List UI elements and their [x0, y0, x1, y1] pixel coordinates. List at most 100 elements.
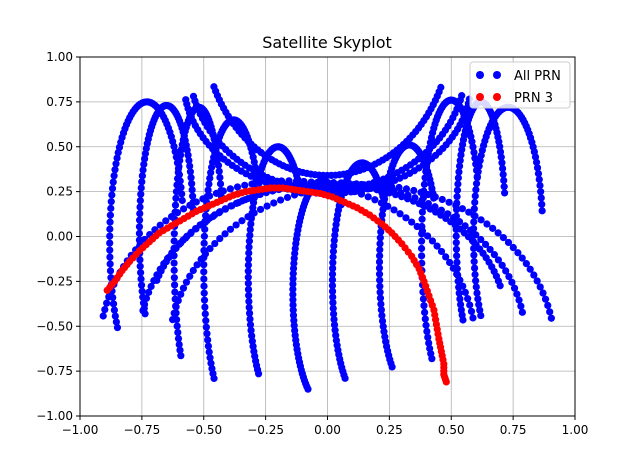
all-prn-point: [175, 340, 183, 349]
all-prn-point: [473, 289, 481, 297]
all-prn-point: [470, 258, 478, 266]
x-tick-label: 0.25: [376, 423, 403, 437]
all-prn-point: [418, 252, 426, 260]
all-prn-point: [418, 208, 427, 216]
all-prn-point: [182, 278, 191, 286]
all-prn-point: [227, 202, 235, 210]
all-prn-point: [211, 239, 219, 248]
all-prn-point: [173, 181, 181, 189]
all-prn-point: [226, 225, 235, 233]
all-prn-point: [438, 195, 446, 204]
all-prn-point: [106, 253, 114, 261]
all-prn-point: [375, 258, 384, 266]
all-prn-point: [498, 261, 506, 269]
all-prn-point: [289, 311, 298, 319]
all-prn-point: [270, 199, 278, 207]
all-prn-point: [200, 239, 208, 247]
all-prn-point: [226, 185, 234, 193]
all-prn-point: [142, 294, 151, 302]
all-prn-point: [489, 224, 497, 232]
all-prn-point: [176, 156, 184, 165]
all-prn-point: [329, 293, 337, 301]
all-prn-point: [138, 172, 146, 180]
all-prn-point: [418, 227, 427, 235]
all-prn-point: [483, 220, 491, 228]
all-prn-point: [475, 301, 483, 309]
all-prn-point: [147, 282, 155, 291]
all-prn-point: [421, 174, 429, 182]
all-prn-point: [250, 209, 258, 217]
all-prn-point: [176, 346, 184, 354]
all-prn-point: [107, 204, 115, 212]
all-prn-point: [172, 187, 181, 196]
legend-marker-all-prn: [493, 71, 501, 79]
all-prn-point: [330, 315, 338, 324]
all-prn-point: [204, 186, 212, 194]
all-prn-point: [244, 279, 252, 287]
all-prn-point: [141, 149, 150, 158]
all-prn-point: [395, 183, 403, 192]
all-prn-point: [471, 192, 479, 200]
all-prn-point: [177, 146, 186, 154]
all-prn-point: [219, 187, 227, 195]
all-prn-point: [458, 205, 466, 213]
all-prn-point: [330, 242, 338, 250]
all-prn-point: [201, 303, 209, 311]
all-prn-point: [289, 280, 297, 288]
all-prn-point: [538, 207, 546, 215]
all-prn-point: [459, 316, 467, 324]
all-prn-point: [238, 217, 246, 225]
all-prn-point: [246, 225, 254, 234]
all-prn-point: [533, 277, 541, 285]
all-prn-point: [329, 310, 338, 318]
all-prn-point: [106, 239, 114, 247]
all-prn-point: [245, 303, 253, 312]
all-prn-point: [465, 208, 473, 216]
plot-area: [99, 83, 555, 393]
all-prn-point: [334, 185, 342, 194]
y-tick-label: −0.25: [36, 274, 73, 288]
all-prn-point: [452, 232, 460, 240]
all-prn-point: [421, 315, 429, 323]
all-prn-point: [533, 164, 542, 172]
all-prn-point: [457, 151, 465, 159]
all-prn-point: [469, 314, 477, 322]
all-prn-point: [108, 184, 117, 193]
all-prn-point: [415, 200, 423, 208]
all-prn-point: [473, 174, 481, 182]
all-prn-point: [329, 259, 337, 267]
all-prn-point: [508, 278, 516, 286]
all-prn-point: [328, 281, 337, 290]
all-prn-point: [453, 270, 461, 278]
all-prn-point: [328, 287, 337, 295]
all-prn-point: [241, 181, 249, 189]
all-prn-point: [544, 301, 552, 310]
all-prn-point: [456, 156, 464, 165]
all-prn-point: [498, 159, 506, 167]
all-prn-point: [172, 194, 180, 202]
all-prn-point: [173, 174, 182, 183]
all-prn-point: [108, 191, 116, 199]
all-prn-point: [466, 226, 475, 234]
all-prn-track: [169, 180, 555, 324]
all-prn-point: [137, 190, 145, 198]
all-prn-point: [490, 251, 498, 259]
all-prn-point: [188, 180, 196, 188]
all-prn-point: [467, 307, 476, 316]
all-prn-point: [476, 306, 484, 314]
x-tick-label: −0.75: [123, 423, 160, 437]
all-prn-point: [530, 271, 538, 279]
all-prn-point: [454, 174, 462, 182]
all-prn-point: [106, 260, 114, 268]
all-prn-point: [101, 305, 109, 314]
all-prn-point: [189, 192, 197, 200]
all-prn-point: [500, 183, 508, 191]
legend-marker-all-prn: [476, 71, 484, 79]
all-prn-point: [110, 172, 118, 180]
all-prn-point: [177, 290, 185, 298]
all-prn-point: [137, 269, 145, 277]
all-prn-point: [390, 206, 398, 214]
all-prn-point: [245, 309, 254, 317]
all-prn-point: [426, 205, 434, 213]
all-prn-point: [276, 196, 285, 204]
